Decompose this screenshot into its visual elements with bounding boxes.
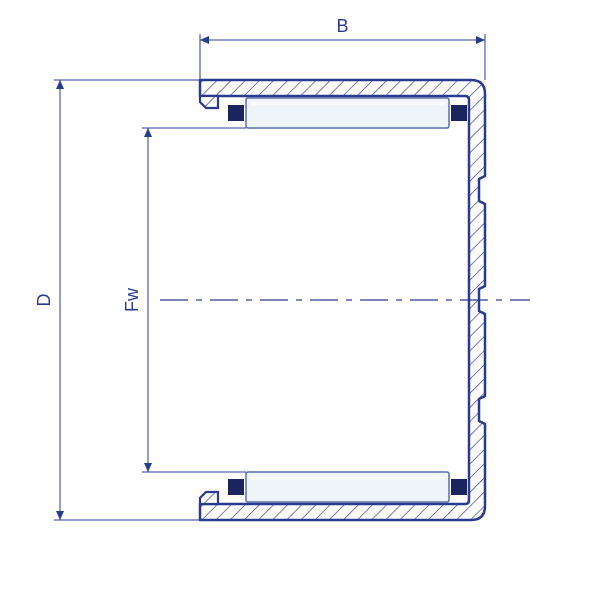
seal [451, 105, 467, 121]
seal [451, 479, 467, 495]
top-lip [200, 96, 218, 108]
outer-ring-section [200, 80, 485, 520]
label-d: D [34, 294, 54, 307]
bottom-lip [200, 492, 218, 504]
roller [228, 472, 467, 502]
roller [228, 98, 467, 128]
seal [228, 479, 244, 495]
label-b: B [336, 16, 348, 36]
seal [228, 105, 244, 121]
label-fw: Fw [122, 287, 142, 312]
